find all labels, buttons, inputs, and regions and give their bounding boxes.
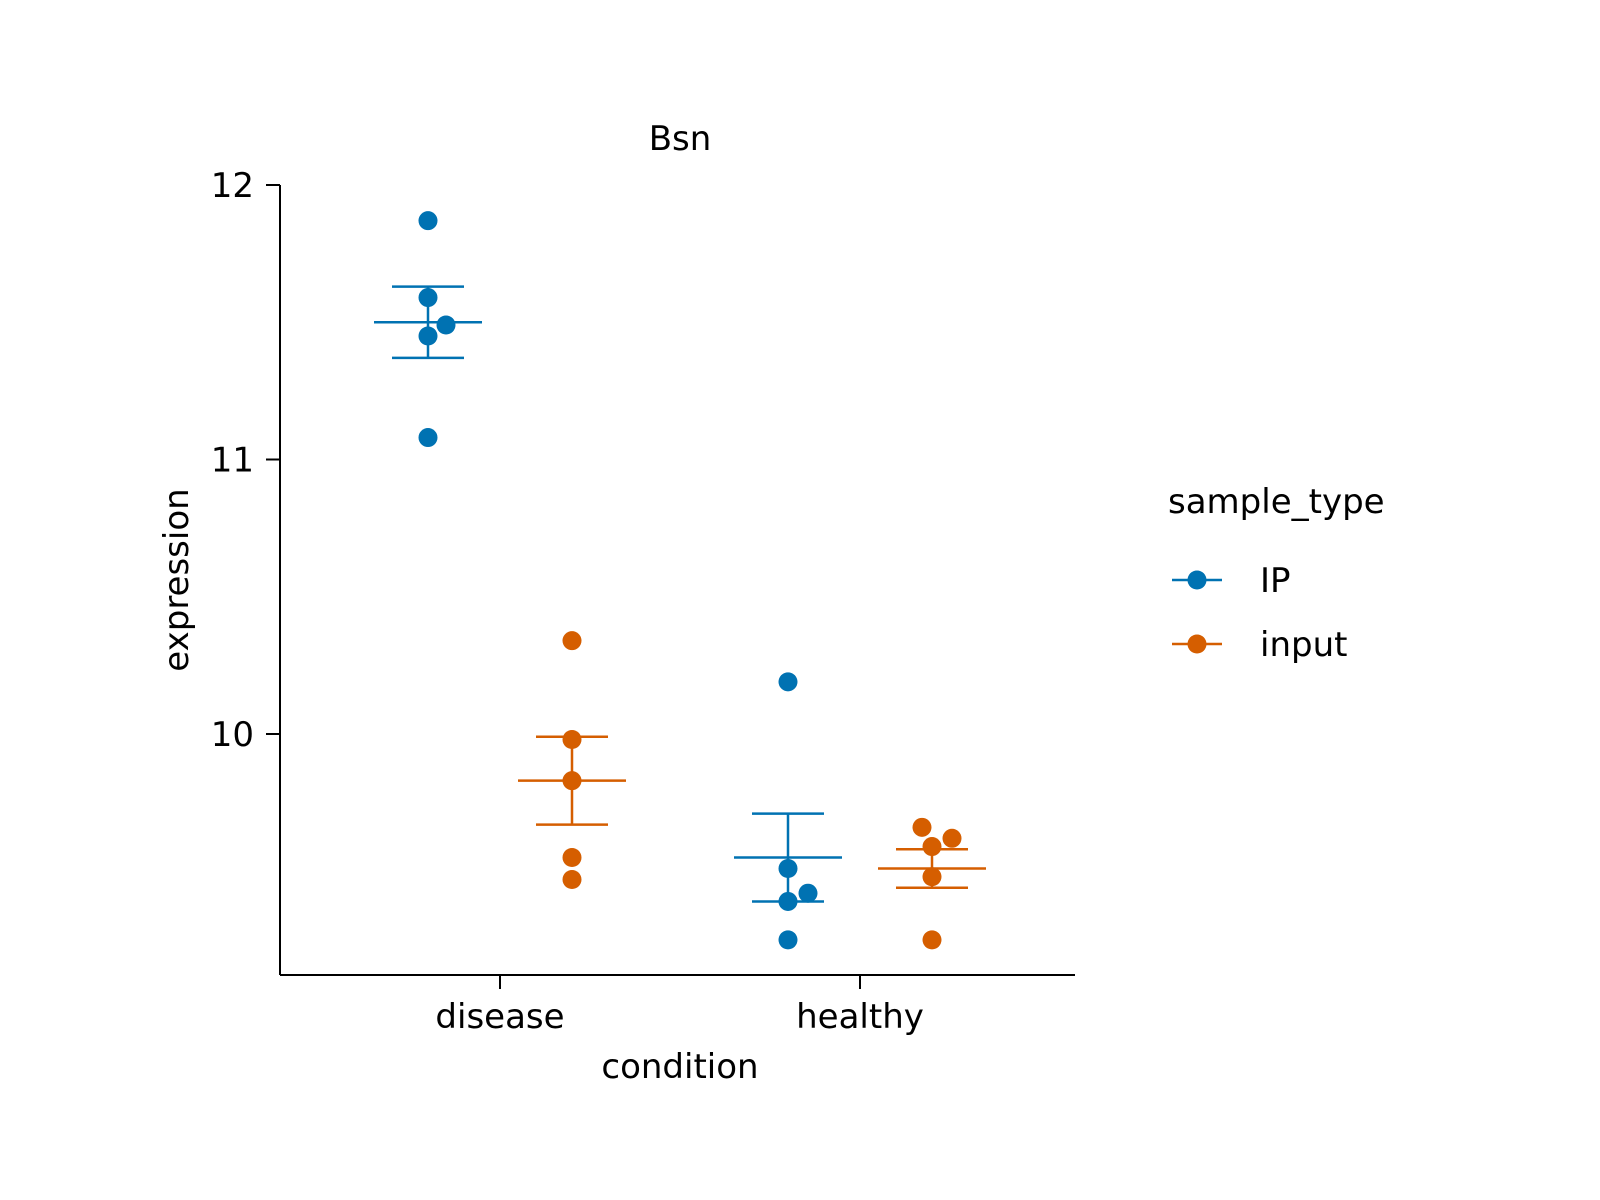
data-point: [436, 315, 456, 335]
data-point: [798, 883, 818, 903]
data-point: [418, 288, 438, 308]
legend-title: sample_type: [1168, 482, 1385, 522]
legend-key-point: [1187, 570, 1207, 590]
legend-item-IP: IP: [1172, 561, 1291, 601]
x-tick-label: healthy: [796, 997, 924, 1037]
y-tick-label: 10: [211, 715, 254, 755]
data-point: [562, 869, 582, 889]
series-input: [518, 631, 986, 950]
chart-title: Bsn: [649, 119, 712, 159]
y-tick-label: 11: [211, 441, 254, 481]
y-axis-title: expression: [157, 488, 197, 671]
x-tick-label: disease: [435, 997, 564, 1037]
data-point: [922, 930, 942, 950]
data-point: [562, 631, 582, 651]
series-IP: [374, 211, 842, 950]
data-point: [912, 817, 932, 837]
data-point: [778, 930, 798, 950]
legend-items: IP input: [1172, 561, 1347, 665]
plot-marks: [374, 211, 986, 950]
legend-item-input: input: [1172, 625, 1347, 665]
x-axis-ticks: disease healthy: [435, 975, 924, 1037]
data-point: [562, 771, 582, 791]
x-axis-title: condition: [601, 1047, 758, 1087]
data-point: [778, 672, 798, 692]
legend-label: IP: [1260, 561, 1291, 601]
legend: sample_type IP input: [1168, 482, 1385, 665]
data-point: [418, 428, 438, 448]
data-point: [922, 867, 942, 887]
data-point: [562, 848, 582, 868]
data-point: [418, 326, 438, 346]
axes: 10 11 12 disease healthy condition expressi…: [157, 166, 1075, 1087]
data-point: [562, 729, 582, 749]
legend-label: input: [1260, 625, 1347, 665]
y-axis-ticks: 10 11 12: [211, 166, 280, 755]
data-point: [778, 891, 798, 911]
data-point: [418, 211, 438, 231]
legend-key-point: [1187, 634, 1207, 654]
data-point: [922, 837, 942, 857]
data-point: [778, 859, 798, 879]
data-point: [942, 828, 962, 848]
y-tick-label: 12: [211, 166, 254, 206]
